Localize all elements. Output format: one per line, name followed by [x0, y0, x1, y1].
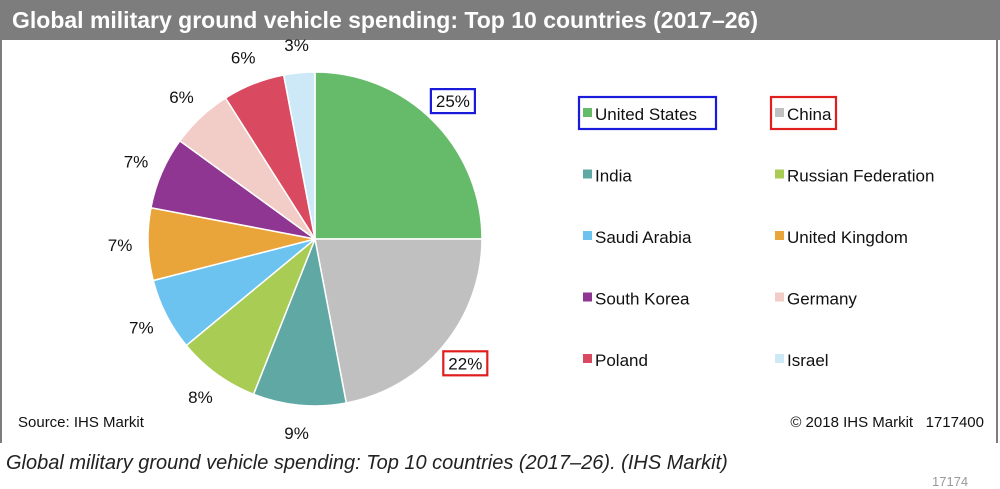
legend-label-russian-federation: Russian Federation	[787, 167, 934, 186]
slice-labels: 25% 22% 9% 8% 7% 7% 7% 6% 6% 3%	[108, 36, 489, 443]
legend-item-israel: Israel	[775, 351, 829, 370]
legend-swatch-russian-federation	[775, 169, 784, 179]
legend-label-china: China	[787, 105, 832, 124]
legend-swatch-united-states	[583, 108, 592, 117]
slice-label-saudi-arabia: 7%	[129, 319, 154, 338]
pie-chart: 25% 22% 9% 8% 7% 7% 7% 6% 6% 3% United States Chin…	[18, 36, 984, 443]
pie-slice-india	[252, 236, 348, 407]
legend-swatch-india	[583, 169, 592, 179]
slice-label-south-korea: 7%	[124, 153, 149, 172]
slice-label-germany: 6%	[169, 88, 194, 107]
highlight-box-china-legend	[769, 95, 838, 131]
legend-item-china: China	[775, 105, 832, 124]
slice-label-united-kingdom: 7%	[108, 236, 133, 255]
legend-item-india: India	[583, 167, 632, 186]
legend-label-poland: Poland	[595, 351, 648, 370]
highlight-box-china-label	[442, 350, 489, 377]
slice-label-india: 9%	[284, 424, 309, 443]
chart-title: Global military ground vehicle spending:…	[12, 7, 758, 33]
legend-item-germany: Germany	[775, 290, 857, 309]
slice-label-united-states: 25%	[436, 92, 470, 111]
copyright-note: © 2018 IHS Markit 1717400	[790, 414, 984, 431]
title-banner: Global military ground vehicle spending:…	[0, 0, 1000, 40]
pie-slices	[147, 71, 483, 407]
slice-label-israel: 3%	[284, 36, 309, 55]
legend-item-russian-federation: Russian Federation	[775, 167, 934, 186]
legend-item-united-states: United States	[583, 105, 697, 124]
figure-caption: Global military ground vehicle spending:…	[6, 452, 728, 474]
legend-item-united-kingdom: United Kingdom	[775, 228, 908, 247]
legend-swatch-poland	[583, 354, 592, 363]
pie-slice-israel	[282, 71, 316, 240]
legend-swatch-south-korea	[583, 292, 592, 302]
pie-slice-china	[314, 238, 483, 404]
legend-swatch-germany	[775, 292, 784, 302]
legend-label-united-kingdom: United Kingdom	[787, 228, 908, 247]
slice-label-poland: 6%	[231, 49, 256, 68]
caption-fragment: 17174	[932, 474, 969, 489]
legend-swatch-united-kingdom	[775, 231, 784, 240]
legend-swatch-saudi-arabia	[583, 231, 592, 240]
slice-label-china: 22%	[448, 354, 482, 373]
legend-label-germany: Germany	[787, 290, 857, 309]
legend-label-united-states: United States	[595, 105, 697, 124]
chart-frame	[0, 40, 998, 443]
highlight-box-united-states-label	[429, 87, 476, 115]
legend-label-india: India	[595, 167, 632, 186]
source-note: Source: IHS Markit	[18, 414, 145, 431]
slice-label-russian-federation: 8%	[188, 388, 213, 407]
legend-swatch-china	[775, 108, 784, 117]
legend-item-poland: Poland	[583, 351, 648, 370]
highlight-box-united-states-legend	[577, 95, 718, 131]
legend-item-saudi-arabia: Saudi Arabia	[583, 228, 692, 247]
pie-slice-united-states	[314, 71, 483, 240]
legend-label-israel: Israel	[787, 351, 829, 370]
legend-label-saudi-arabia: Saudi Arabia	[595, 228, 692, 247]
legend-swatch-israel	[775, 354, 784, 363]
legend-item-south-korea: South Korea	[583, 290, 690, 309]
legend-label-south-korea: South Korea	[595, 290, 690, 309]
legend: United States China India Russian Federatio…	[577, 95, 934, 370]
